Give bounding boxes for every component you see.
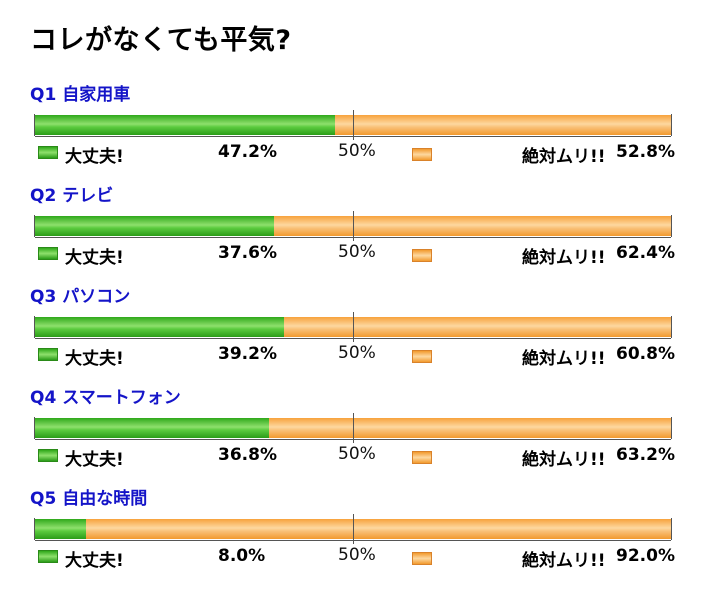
swatch-ng-icon: [412, 451, 432, 464]
swatch-ok-icon: [38, 550, 58, 563]
legend-label-ng: 絶対ムリ!!: [522, 147, 606, 167]
question-title: Q4 スマートフォン: [30, 388, 181, 408]
midpoint-label: 50%: [338, 242, 376, 262]
legend-label-ok: 大丈夫!: [65, 349, 124, 369]
midline-50: [353, 514, 354, 544]
bar-row: [34, 110, 672, 140]
value-label-ok: 36.8%: [218, 445, 277, 465]
swatch-ng-icon: [412, 552, 432, 565]
swatch-ok-icon: [38, 348, 58, 361]
bar-segment-ok: [35, 216, 275, 236]
bar-baseline: [35, 136, 671, 137]
midpoint-label: 50%: [338, 343, 376, 363]
swatch-ng-icon: [412, 249, 432, 262]
bar-row: [34, 211, 672, 241]
legend-row: 大丈夫! 39.2% 50% 絶対ムリ!! 60.8%: [0, 343, 705, 369]
question-title: Q5 自由な時間: [30, 489, 148, 509]
bar-baseline: [35, 439, 671, 440]
bar-baseline: [35, 237, 671, 238]
bar-baseline: [35, 540, 671, 541]
legend-label-ok: 大丈夫!: [65, 551, 124, 571]
legend-label-ng: 絶対ムリ!!: [522, 551, 606, 571]
legend-row: 大丈夫! 36.8% 50% 絶対ムリ!! 63.2%: [0, 444, 705, 470]
legend-label-ok: 大丈夫!: [65, 450, 124, 470]
bar-segment-ok: [35, 418, 270, 438]
bar-segment-ok: [35, 115, 336, 135]
midline-50: [353, 110, 354, 140]
midline-50: [353, 312, 354, 342]
value-label-ok: 37.6%: [218, 243, 277, 263]
midpoint-label: 50%: [338, 141, 376, 161]
swatch-ng-icon: [412, 350, 432, 363]
legend-label-ng: 絶対ムリ!!: [522, 248, 606, 268]
swatch-ok-icon: [38, 247, 58, 260]
bar-baseline: [35, 338, 671, 339]
legend-row: 大丈夫! 37.6% 50% 絶対ムリ!! 62.4%: [0, 242, 705, 268]
value-label-ok: 8.0%: [218, 546, 266, 566]
bar-segment-ok: [35, 317, 285, 337]
bar-row: [34, 312, 672, 342]
legend-label-ok: 大丈夫!: [65, 147, 124, 167]
value-label-ok: 47.2%: [218, 142, 277, 162]
midline-50: [353, 413, 354, 443]
midpoint-label: 50%: [338, 444, 376, 464]
legend-row: 大丈夫! 47.2% 50% 絶対ムリ!! 52.8%: [0, 141, 705, 167]
value-label-ng: 62.4%: [616, 243, 675, 263]
legend-row: 大丈夫! 8.0% 50% 絶対ムリ!! 92.0%: [0, 545, 705, 571]
value-label-ok: 39.2%: [218, 344, 277, 364]
bar-row: [34, 413, 672, 443]
swatch-ng-icon: [412, 148, 432, 161]
value-label-ng: 92.0%: [616, 546, 675, 566]
page-title: コレがなくても平気?: [30, 25, 292, 56]
question-title: Q1 自家用車: [30, 85, 131, 105]
value-label-ng: 63.2%: [616, 445, 675, 465]
question-title: Q2 テレビ: [30, 186, 114, 206]
midpoint-label: 50%: [338, 545, 376, 565]
question-title: Q3 パソコン: [30, 287, 131, 307]
legend-label-ok: 大丈夫!: [65, 248, 124, 268]
swatch-ok-icon: [38, 449, 58, 462]
midline-50: [353, 211, 354, 241]
legend-label-ng: 絶対ムリ!!: [522, 450, 606, 470]
value-label-ng: 52.8%: [616, 142, 675, 162]
value-label-ng: 60.8%: [616, 344, 675, 364]
bar-segment-ok: [35, 519, 86, 539]
swatch-ok-icon: [38, 146, 58, 159]
legend-label-ng: 絶対ムリ!!: [522, 349, 606, 369]
bar-row: [34, 514, 672, 544]
